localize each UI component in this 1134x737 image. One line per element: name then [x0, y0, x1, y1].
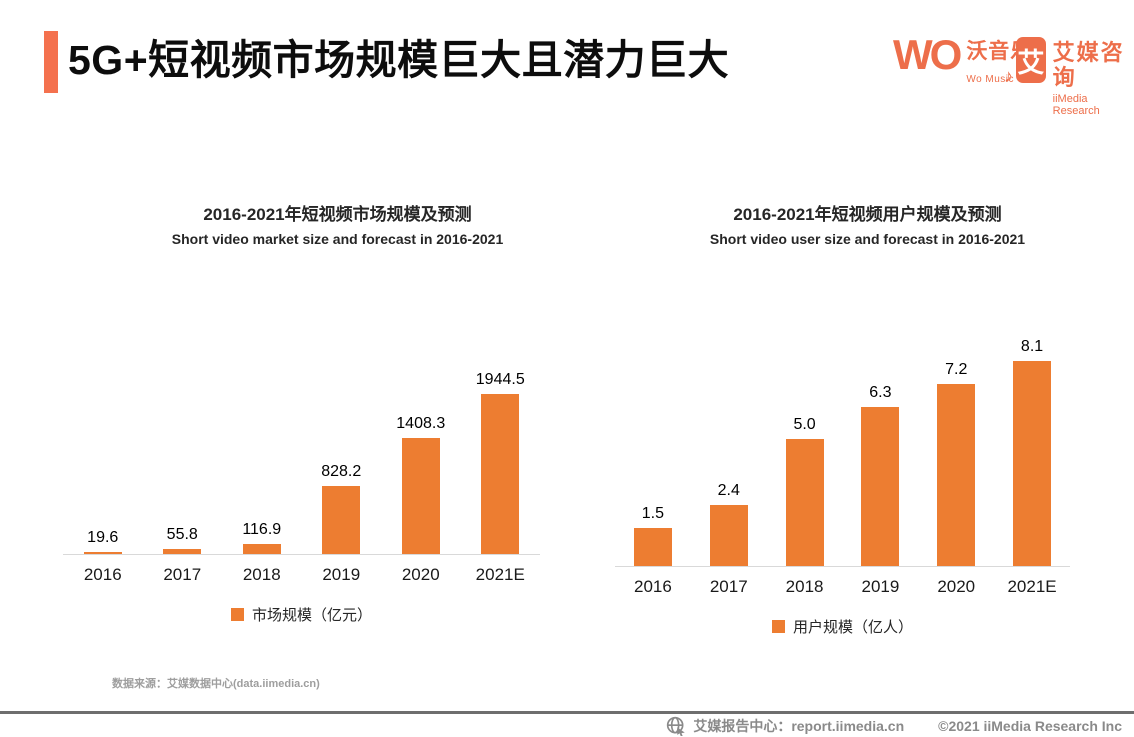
bar-value-label: 19.6	[87, 529, 119, 547]
bar	[709, 505, 748, 566]
footer-report-center: 艾媒报告中心：report.iimedia.cn	[666, 716, 904, 736]
chart-title-group: 2016-2021年短视频市场规模及预测 Short video market …	[99, 203, 576, 251]
bar-value-label: 7.2	[945, 360, 968, 378]
x-axis-label: 2021E	[475, 565, 525, 584]
globe-cursor-icon	[666, 716, 686, 736]
x-axis-labels: 2016 2017 2018 2019 2020 2021E	[615, 577, 1070, 597]
iimedia-cn-label: 艾媒咨询	[1052, 40, 1125, 90]
womusic-text: 沃音乐 Wo Music♪	[966, 40, 1032, 87]
chart-legend: 市场规模（亿元）	[63, 604, 540, 625]
footer-report-text: 艾媒报告中心：report.iimedia.cn	[693, 718, 905, 734]
music-note-icon: ♪	[1004, 66, 1014, 86]
x-axis-label: 2021E	[1007, 577, 1057, 596]
x-axis-label: 2017	[163, 565, 202, 584]
bar-value-label: 1.5	[641, 505, 665, 523]
title-accent-bar	[44, 31, 58, 93]
x-axis-label: 2019	[322, 565, 361, 584]
bar-column: 116.9	[222, 521, 302, 554]
x-axis-label: 2018	[242, 565, 281, 584]
bar-value-label: 55.8	[166, 526, 198, 544]
market-size-chart: 2016-2021年短视频市场规模及预测 Short video market …	[63, 203, 540, 625]
bar-column: 55.8	[143, 526, 223, 554]
bar-value-label: 8.1	[1020, 338, 1044, 355]
bar-column: 8.1	[994, 338, 1070, 566]
x-axis-labels: 2016 2017 2018 2019 2020 2021E	[63, 565, 540, 585]
chart-subtitle: Short video market size and forecast in …	[171, 231, 504, 247]
bar	[861, 406, 900, 566]
bar-column: 19.6	[63, 529, 143, 554]
chart-legend: 用户规模（亿人）	[615, 616, 1070, 637]
x-axis-label: 2019	[861, 577, 900, 596]
x-axis-label: 2016	[634, 577, 672, 596]
bar-value-label: 5.0	[793, 416, 816, 434]
bar-value-label: 1944.5	[475, 371, 525, 388]
x-axis-label: 2020	[401, 565, 440, 584]
x-axis-label: 2020	[937, 577, 976, 596]
x-axis-label: 2017	[709, 577, 748, 596]
bar	[163, 549, 202, 554]
chart-subtitle: Short video user size and forecast in 20…	[709, 231, 1026, 247]
bar-column: 7.2	[918, 361, 994, 566]
womusic-wordmark: WO	[893, 31, 962, 78]
bar-value-label: 6.3	[869, 383, 892, 401]
bar-column: 6.3	[842, 384, 918, 566]
bar-value-label: 1408.3	[396, 415, 446, 433]
legend-swatch	[230, 608, 244, 621]
bar	[785, 439, 824, 566]
bar	[1013, 361, 1052, 566]
bar-value-label: 116.9	[242, 521, 282, 539]
bar	[322, 485, 361, 554]
page-title: 5G+短视频市场规模巨大且潜力巨大	[68, 37, 730, 83]
footer-divider	[0, 711, 1134, 714]
legend-swatch	[771, 620, 785, 633]
x-axis-label: 2016	[83, 565, 122, 584]
legend-label: 市场规模（亿元）	[251, 607, 372, 624]
bar-value-label: 2.4	[717, 482, 740, 500]
bar-column: 1408.3	[381, 415, 461, 554]
bar	[242, 544, 281, 554]
womusic-cn-label: 沃音乐	[966, 40, 1033, 63]
bar	[401, 438, 440, 554]
chart-title: 2016-2021年短视频用户规模及预测	[733, 205, 1002, 224]
plot-area: 19.6 55.8 116.9 828.2 1408.3 1944.5	[63, 364, 540, 555]
user-size-chart: 2016-2021年短视频用户规模及预测 Short video user si…	[615, 203, 1070, 637]
iimedia-logo-mark: 艾	[1016, 37, 1046, 83]
legend-label: 用户规模（亿人）	[792, 619, 913, 636]
womusic-en-text: Wo Music	[966, 74, 1015, 85]
bar	[937, 383, 976, 566]
bar-column: 1944.5	[461, 371, 541, 554]
bar	[633, 528, 672, 566]
iimedia-en-label: iiMedia Research	[1052, 93, 1100, 117]
footer: 艾媒报告中心：report.iimedia.cn ©2021 iiMedia R…	[666, 716, 1122, 736]
data-source-note: 数据来源：艾媒数据中心(data.iimedia.cn)	[112, 678, 320, 690]
bar-value-label: 828.2	[321, 462, 362, 480]
bar-column: 5.0	[767, 416, 843, 566]
bar	[83, 552, 122, 554]
bar-column: 2.4	[691, 482, 767, 566]
bar	[481, 394, 520, 554]
chart-title: 2016-2021年短视频市场规模及预测	[203, 205, 472, 224]
footer-copyright: ©2021 iiMedia Research Inc	[938, 718, 1122, 734]
iimedia-logo: 艾 艾媒咨询 iiMedia Research	[1016, 37, 1134, 117]
bar-column: 828.2	[302, 463, 382, 554]
iimedia-text: 艾媒咨询 iiMedia Research	[1053, 40, 1134, 117]
chart-title-group: 2016-2021年短视频用户规模及预测 Short video user si…	[640, 203, 1095, 251]
womusic-logo: WO 沃音乐 Wo Music♪	[893, 34, 1032, 87]
x-axis-label: 2018	[785, 577, 824, 596]
plot-area: 1.5 2.4 5.0 6.3 7.2 8.1	[615, 331, 1070, 567]
womusic-en-label: Wo Music♪	[966, 66, 1032, 87]
bar-column: 1.5	[615, 505, 691, 566]
